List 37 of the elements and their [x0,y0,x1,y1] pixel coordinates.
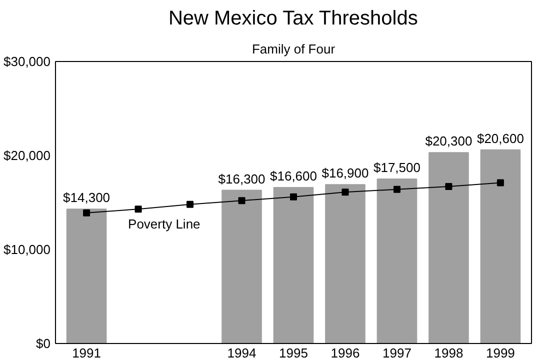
x-tick-label: 1995 [279,346,308,360]
bar [376,178,418,344]
bar [428,152,469,344]
point [496,179,504,186]
y-tick-label: $20,000 [4,148,51,163]
data-label: $16,300 [218,171,266,186]
bar [66,208,107,344]
chart-subtitle: Family of Four [252,42,336,56]
bar [480,149,521,344]
y-tick-label: $10,000 [4,242,51,257]
x-tick-label: 1999 [486,346,515,360]
x-tick-label: 1998 [434,346,464,360]
point [342,188,349,196]
data-label: $16,600 [270,168,318,184]
point [238,197,246,204]
y-tick-label: $0 [36,336,51,351]
y-tick-label: $30,000 [4,54,51,69]
series-label: Poverty Line [128,216,200,232]
x-tick-label: 1991 [72,346,102,360]
x-tick-label: 1997 [382,346,412,360]
bar [273,186,314,344]
data-label: $17,500 [373,160,420,175]
point [186,200,194,208]
chart-title: New Mexico Tax Thresholds [168,8,418,30]
bar [222,190,262,344]
point [290,193,297,200]
point [393,186,400,193]
data-label: $16,900 [322,166,369,181]
data-label: $20,600 [476,130,524,146]
data-label: $14,300 [63,190,110,206]
point [83,209,90,216]
point [134,206,142,213]
x-tick-label: 1994 [227,346,256,360]
x-tick-label: 1996 [330,346,360,360]
bar [325,184,366,344]
data-label: $20,300 [425,134,472,149]
point [445,183,452,190]
